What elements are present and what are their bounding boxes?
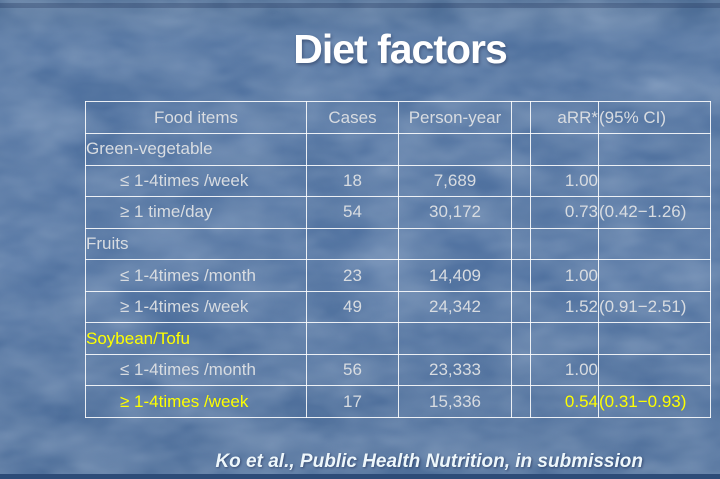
cell-spacer bbox=[511, 227, 531, 261]
cell-cases bbox=[306, 227, 399, 261]
cell-arr bbox=[530, 322, 599, 355]
cell-food-category: Green-vegetable bbox=[85, 133, 307, 166]
cell-food-category-highlighted: Soybean/Tofu bbox=[85, 322, 307, 355]
cell-person-year: 30,172 bbox=[398, 196, 512, 229]
cell-ci bbox=[598, 353, 711, 387]
cell-arr-highlighted: 0.54 bbox=[530, 385, 599, 418]
cell-arr bbox=[530, 227, 599, 261]
cell-food: ≥ 1-4times /week bbox=[85, 290, 307, 324]
cell-spacer bbox=[511, 290, 531, 324]
cell-cases: 56 bbox=[306, 353, 399, 387]
table-row-fruits: Fruits bbox=[85, 227, 711, 261]
cell-arr: 1.52 bbox=[530, 290, 599, 324]
cell-ci: (0.42−1.26) bbox=[598, 196, 711, 229]
header-cases: Cases bbox=[306, 100, 399, 135]
top-edge-band bbox=[0, 3, 720, 8]
header-ci: (95% CI) bbox=[598, 100, 711, 135]
slide-title: Diet factors bbox=[293, 26, 508, 72]
cell-cases bbox=[306, 322, 399, 355]
table-row: ≤ 1-4times /month 56 23,333 1.00 bbox=[85, 353, 711, 387]
cell-spacer bbox=[511, 164, 531, 198]
cell-ci-highlighted: (0.31−0.93) bbox=[598, 385, 711, 418]
cell-food-highlighted: ≥ 1-4times /week bbox=[85, 385, 307, 418]
cell-cases: 54 bbox=[306, 196, 399, 229]
cell-ci bbox=[598, 227, 711, 261]
cell-spacer bbox=[511, 133, 531, 166]
cell-ci bbox=[598, 164, 711, 198]
cell-ci: (0.91−2.51) bbox=[598, 290, 711, 324]
diet-factors-table: Food items Cases Person-year aRR* (95% C… bbox=[85, 100, 711, 418]
cell-spacer bbox=[511, 353, 531, 387]
cell-cases: 49 bbox=[306, 290, 399, 324]
cell-cases: 17 bbox=[306, 385, 399, 418]
cell-cases bbox=[306, 133, 399, 166]
table-row: ≥ 1 time/day 54 30,172 0.73 (0.42−1.26) bbox=[85, 196, 711, 229]
cell-spacer bbox=[511, 385, 531, 418]
header-person-year: Person-year bbox=[398, 100, 512, 135]
table-row-green-vegetable: Green-vegetable bbox=[85, 133, 711, 166]
table-row-highlighted-result: ≥ 1-4times /week 17 15,336 0.54 (0.31−0.… bbox=[85, 385, 711, 418]
cell-arr: 1.00 bbox=[530, 259, 599, 292]
cell-cases: 23 bbox=[306, 259, 399, 292]
bottom-edge-bar bbox=[0, 474, 720, 479]
header-food-items: Food items bbox=[85, 100, 307, 135]
cell-food: ≤ 1-4times /month bbox=[85, 353, 307, 387]
cell-person-year: 24,342 bbox=[398, 290, 512, 324]
cell-person-year bbox=[398, 322, 512, 355]
table-row-soybean-tofu: Soybean/Tofu bbox=[85, 322, 711, 355]
cell-person-year: 14,409 bbox=[398, 259, 512, 292]
table-header-row: Food items Cases Person-year aRR* (95% C… bbox=[85, 100, 711, 135]
table-row: ≥ 1-4times /week 49 24,342 1.52 (0.91−2.… bbox=[85, 290, 711, 324]
cell-person-year bbox=[398, 227, 512, 261]
cell-cases: 18 bbox=[306, 164, 399, 198]
cell-person-year: 7,689 bbox=[398, 164, 512, 198]
cell-spacer bbox=[511, 196, 531, 229]
cell-person-year bbox=[398, 133, 512, 166]
cell-arr: 0.73 bbox=[530, 196, 599, 229]
header-spacer bbox=[511, 100, 531, 135]
header-arr: aRR* bbox=[530, 100, 599, 135]
cell-arr bbox=[530, 133, 599, 166]
cell-person-year: 15,336 bbox=[398, 385, 512, 418]
cell-spacer bbox=[511, 322, 531, 355]
cell-ci bbox=[598, 322, 711, 355]
cell-ci bbox=[598, 133, 711, 166]
cell-arr: 1.00 bbox=[530, 353, 599, 387]
cell-food: ≥ 1 time/day bbox=[85, 196, 307, 229]
cell-food: ≤ 1-4times /month bbox=[85, 259, 307, 292]
cell-food-category: Fruits bbox=[85, 227, 307, 261]
cell-ci bbox=[598, 259, 711, 292]
table-row: ≤ 1-4times /week 18 7,689 1.00 bbox=[85, 164, 711, 198]
cell-arr: 1.00 bbox=[530, 164, 599, 198]
cell-person-year: 23,333 bbox=[398, 353, 512, 387]
citation-footer: Ko et al., Public Health Nutrition, in s… bbox=[215, 451, 643, 472]
table-row: ≤ 1-4times /month 23 14,409 1.00 bbox=[85, 259, 711, 292]
cell-food: ≤ 1-4times /week bbox=[85, 164, 307, 198]
cell-spacer bbox=[511, 259, 531, 292]
